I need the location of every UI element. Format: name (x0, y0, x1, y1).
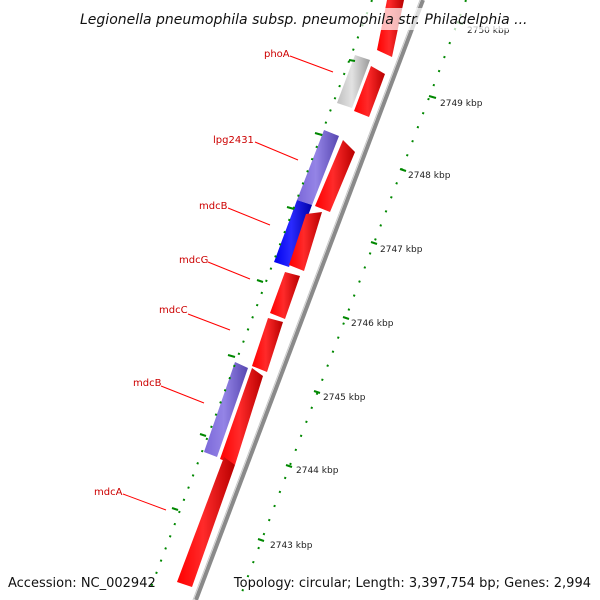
major-tick (342, 316, 350, 320)
kbp-label: 2744 kbp (296, 466, 339, 476)
inner-major-tick (256, 279, 264, 283)
gene-label-mdcA[interactable]: mdcA (94, 487, 123, 498)
gene-label-mdcB-2[interactable]: mdcB (133, 378, 162, 389)
inner-major-tick (314, 132, 323, 136)
kbp-label: 2749 kbp (440, 99, 483, 109)
gene-block-mdcG-forward[interactable] (270, 272, 300, 319)
inner-major-tick (348, 59, 356, 62)
inner-major-tick (199, 433, 207, 437)
kbp-label: 2750 kbp (467, 26, 510, 36)
leader-line (289, 55, 334, 73)
major-tick (370, 241, 378, 245)
leader-line (160, 385, 205, 404)
outer-tick-track (238, 0, 467, 600)
inner-major-tick (227, 354, 236, 358)
gene-block-mdcB-lower[interactable] (204, 362, 248, 457)
inner-major-tick (286, 206, 295, 210)
accession-text: Accession: NC_002942 (8, 576, 156, 591)
genome-backbone (194, 0, 425, 600)
gene-labels: phoA lpg2431 mdcB mdcG mdcC mdcB mdcA (94, 49, 334, 511)
major-tick (285, 464, 293, 468)
gene-block-phoA-forward[interactable] (354, 66, 385, 117)
gene-label-phoA[interactable]: phoA (264, 49, 290, 60)
leader-line (207, 261, 251, 280)
topology-summary: Topology: circular; Length: 3,397,754 bp… (233, 576, 591, 591)
kbp-labels: 2750 kbp 2749 kbp 2748 kbp 2747 kbp 2746… (270, 26, 510, 551)
major-tick (399, 168, 407, 172)
gene-block-mdcA-forward[interactable] (177, 457, 235, 587)
gene-block-mdcB2-forward[interactable] (220, 368, 263, 465)
kbp-label: 2746 kbp (351, 319, 394, 329)
title-backdrop (76, 8, 526, 30)
leader-line (254, 141, 299, 161)
kbp-label: 2748 kbp (408, 171, 451, 181)
kbp-label: 2743 kbp (270, 541, 313, 551)
map-title: Legionella pneumophila subsp. pneumophil… (80, 12, 527, 28)
major-tick (428, 95, 437, 99)
genome-backbone-highlight (192, 0, 421, 600)
gene-label-mdcB[interactable]: mdcB (199, 201, 228, 212)
gene-block-mdcB-upper[interactable] (274, 200, 312, 267)
kbp-label: 2747 kbp (380, 245, 423, 255)
forward-strand-genes (177, 0, 404, 587)
leader-line (122, 493, 167, 511)
inner-major-tick (171, 507, 179, 511)
gene-label-lpg2431[interactable]: lpg2431 (213, 135, 254, 146)
leader-line (187, 313, 231, 331)
gene-block-lpg2431[interactable] (297, 130, 339, 205)
gene-block-phoA[interactable] (337, 55, 370, 108)
gene-label-mdcG[interactable]: mdcG (179, 255, 208, 266)
major-tick (257, 538, 265, 542)
gene-block-mdcC-forward[interactable] (252, 318, 283, 372)
inner-tick-track (149, 0, 373, 591)
kbp-label: 2745 kbp (323, 393, 366, 403)
gene-block-lpg2431-forward[interactable] (315, 140, 355, 212)
leader-line (227, 207, 271, 226)
gene-block-mdcB-forward[interactable] (289, 212, 322, 271)
reverse-strand-genes (204, 55, 370, 457)
gene-label-mdcC[interactable]: mdcC (159, 305, 188, 316)
major-tick (313, 390, 321, 394)
